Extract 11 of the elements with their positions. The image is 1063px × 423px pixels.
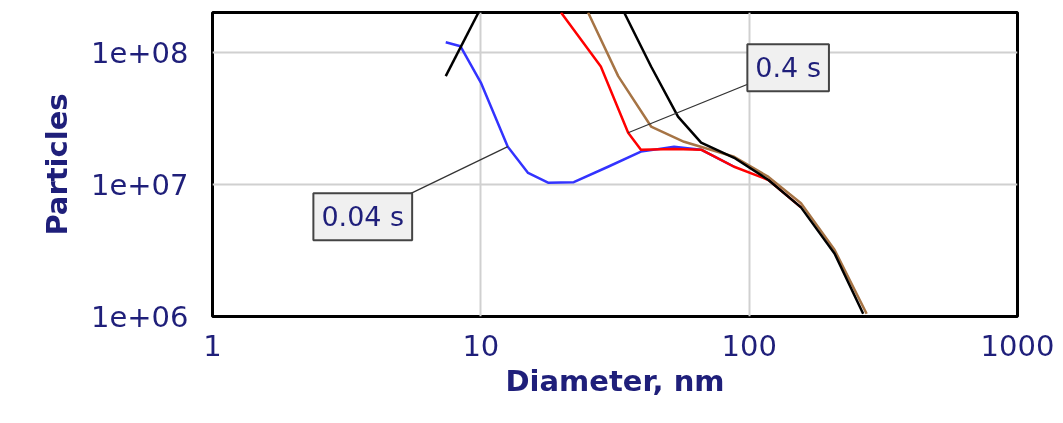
x-tick-label: 100 — [721, 328, 777, 363]
x-tick-label: 1000 — [980, 328, 1055, 363]
x-tick-label: 10 — [462, 328, 500, 363]
annotation: 0.4 s — [755, 52, 821, 84]
annotation: 0.04 s — [321, 201, 405, 233]
y-tick-label: 1e+08 — [91, 35, 189, 70]
y-tick-label: 1e+07 — [91, 167, 189, 202]
y-axis-title: Particles — [40, 93, 75, 236]
x-axis-title: Diameter, nm — [505, 363, 725, 398]
x-tick-label: 1 — [203, 328, 222, 363]
y-tick-label: 1e+06 — [91, 300, 189, 334]
